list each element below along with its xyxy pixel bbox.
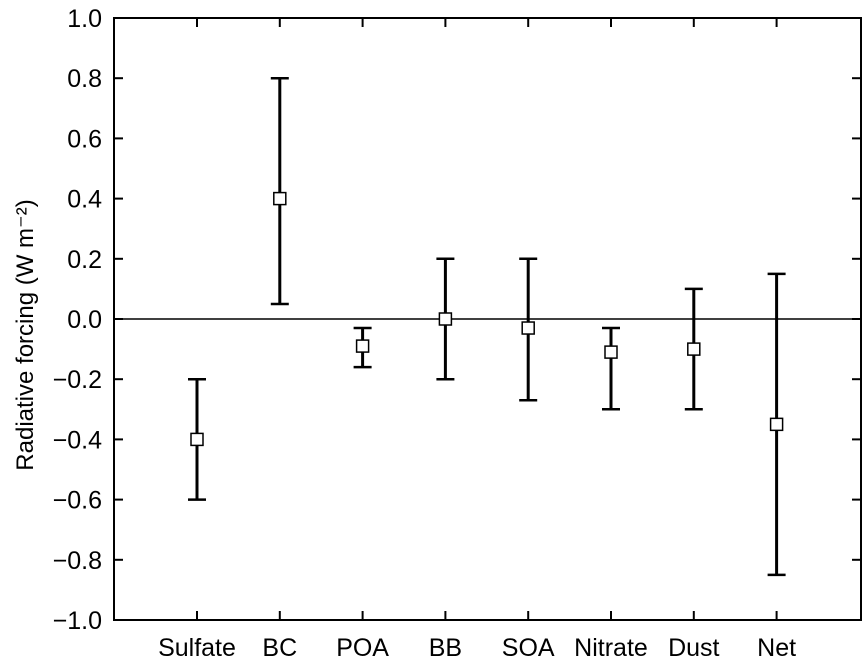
data-point-poa xyxy=(355,339,370,353)
x-tick-label-sulfate: Sulfate xyxy=(158,634,236,662)
data-point-bb xyxy=(438,312,453,326)
data-point-dust xyxy=(687,342,701,356)
x-tick-label-soa: SOA xyxy=(502,634,555,662)
data-point-soa xyxy=(521,321,535,335)
x-tick-label-dust: Dust xyxy=(668,634,719,662)
data-point-nitrate xyxy=(604,345,618,359)
data-point-bc xyxy=(273,191,287,206)
data-marks xyxy=(188,76,786,577)
y-axis-ticks: 1.0 0.8 0.6 0.4 0.2 0.0 −0.2 −0.4 −0.6 −0.8 −1.0 xyxy=(53,5,861,635)
y-axis-title: Radiative forcing (W m⁻²) xyxy=(12,199,39,470)
y-tick-label: −1.0 xyxy=(53,607,102,635)
y-tick-label: −0.4 xyxy=(53,426,102,454)
x-tick-label-bb: BB xyxy=(429,634,462,662)
y-tick-label: 0.4 xyxy=(67,186,102,214)
data-point-net xyxy=(769,417,784,432)
y-tick-label: −0.2 xyxy=(53,366,102,394)
data-point-sulfate xyxy=(190,432,204,447)
y-tick-label: 1.0 xyxy=(67,5,102,33)
x-tick-label-net: Net xyxy=(757,634,796,662)
y-tick-label: 0.2 xyxy=(67,246,102,274)
y-tick-label: 0.6 xyxy=(67,125,102,153)
y-tick-label: −0.6 xyxy=(53,487,102,515)
x-axis-ticks: Sulfate BC POA BB SOA Nitrate Dust Net xyxy=(158,18,796,662)
x-tick-label-bc: BC xyxy=(262,634,297,662)
y-tick-label: −0.8 xyxy=(53,547,102,575)
x-tick-label-nitrate: Nitrate xyxy=(574,634,648,662)
x-tick-label-poa: POA xyxy=(336,634,389,662)
y-tick-label: 0.8 xyxy=(67,65,102,93)
y-tick-label: 0.0 xyxy=(67,306,102,334)
